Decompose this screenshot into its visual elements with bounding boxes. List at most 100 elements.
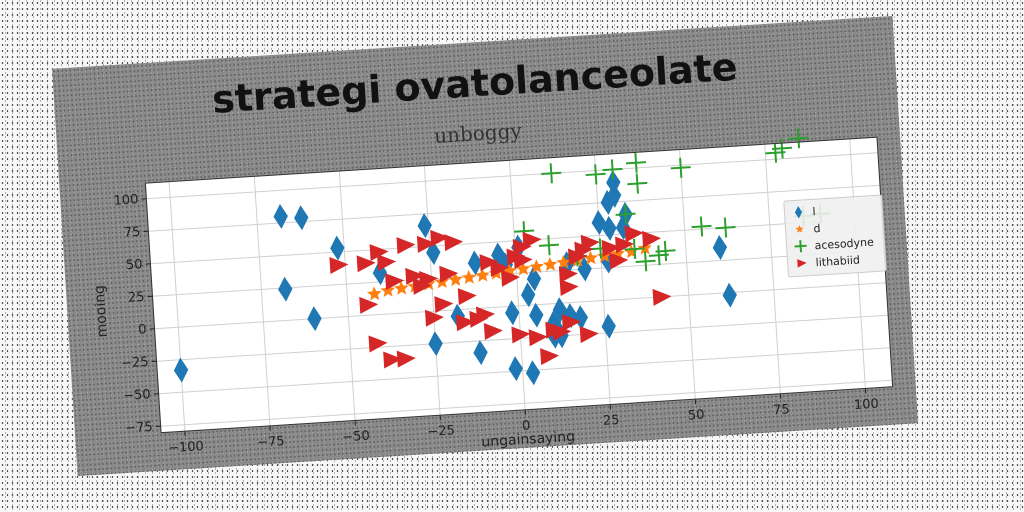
y-tick-label: 25 [128,290,145,306]
data-point-lithabiid [475,306,495,324]
data-point-l [428,331,443,357]
data-point-lithabiid [642,230,662,248]
data-point-lithabiid [511,326,531,344]
data-point-d [515,261,531,276]
y-grid-line [154,282,887,330]
grid-lines [146,138,893,432]
data-point-lithabiid [419,270,439,288]
data-point-lithabiid [558,266,578,284]
legend-marker-acesodyne [794,240,807,253]
y-axis-label: mooing [92,285,111,338]
data-point-lithabiid [424,309,444,327]
data-point-l [601,313,616,339]
x-tick-label: −100 [168,439,205,456]
y-tick-label: −50 [123,387,151,404]
data-point-lithabiid [444,234,464,252]
y-tick-label: −25 [121,355,149,372]
data-point-lithabiid [528,329,548,347]
x-tick-label: 50 [688,408,705,424]
data-point-lithabiid [601,239,621,257]
data-point-d [637,240,652,255]
data-point-l [600,189,615,215]
data-point-l [525,360,541,386]
data-point-l [573,305,589,331]
data-point-acesodyne [635,251,656,272]
legend-label-lithabiid: lithabiid [815,254,860,270]
data-point-acesodyne [670,157,691,178]
data-point-lithabiid [512,238,532,256]
x-grid-line [764,144,781,394]
x-tick-label: −75 [257,434,285,451]
data-point-lithabiid [416,235,436,253]
data-point-acesodyne [625,152,647,173]
y-grid-line [160,379,893,427]
data-point-lithabiid [439,265,459,283]
y-grid-line [152,249,885,297]
x-grid-line [594,154,611,405]
data-point-l [505,300,520,326]
data-point-lithabiid [383,351,403,369]
x-tick-label: −50 [342,429,370,446]
data-point-d [475,267,490,282]
y-tick-label: 0 [138,322,147,337]
legend-label-d: d [813,222,821,235]
data-point-lithabiid [479,254,499,272]
x-grid-line [253,176,271,426]
data-point-acesodyne [715,217,736,238]
y-grid-line [146,152,878,200]
legend-marker-d [795,225,804,233]
data-point-l [330,235,345,261]
data-point-lithabiid [455,314,475,332]
data-point-l [722,282,737,308]
x-tick-label: 100 [854,397,880,414]
data-point-acesodyne [585,164,606,185]
data-point-lithabiid [609,252,629,270]
y-grid-line [148,184,880,232]
data-point-lithabiid [434,296,454,314]
data-point-lithabiid [377,254,397,272]
series-l [173,169,737,386]
data-point-lithabiid [405,267,425,285]
data-point-acesodyne [538,235,560,256]
data-point-d [542,257,558,272]
data-point-d [448,272,463,287]
data-point-d [610,246,625,261]
x-tick-label: −25 [427,423,455,440]
x-grid-line [168,181,186,432]
x-tick-label: 75 [773,402,790,418]
data-point-d [502,263,517,278]
data-point-lithabiid [396,237,416,255]
axis-ticks: −100 −75 −50 −25 0 25 50 75 100 −75 −50 −25 0 25 50 75 1… [113,136,894,456]
data-point-lithabiid [385,273,405,291]
data-point-acesodyne [655,240,676,261]
data-point-l [278,276,293,302]
data-point-l [606,169,621,195]
data-point-l [273,203,288,229]
y-tick-label: 75 [123,225,140,241]
data-point-l [417,213,432,239]
data-point-lithabiid [540,348,560,366]
scatter-chart: strategi ovatolanceolate unboggy −100 −75… [92,45,894,456]
data-point-lithabiid [396,350,416,368]
data-point-l [712,235,728,260]
data-point-l [602,215,617,241]
data-point-lithabiid [483,322,503,340]
data-point-lithabiid [615,236,635,254]
data-point-l [173,357,189,383]
data-point-lithabiid [368,335,388,353]
x-tick-label: 25 [603,413,620,429]
data-point-d [366,286,382,301]
legend-label-l: l [812,205,816,218]
data-point-lithabiid [356,255,376,273]
series-acesodyne [514,128,831,272]
data-point-l [520,282,536,308]
data-point-lithabiid [329,257,349,275]
data-point-l [508,356,523,382]
data-point-acesodyne [627,173,648,194]
x-axis-label: ungainsaying [481,429,576,451]
data-point-d [529,259,544,274]
data-point-l [372,260,388,286]
data-point-lithabiid [513,251,533,269]
x-grid-line [423,165,441,416]
data-point-l [467,250,483,276]
